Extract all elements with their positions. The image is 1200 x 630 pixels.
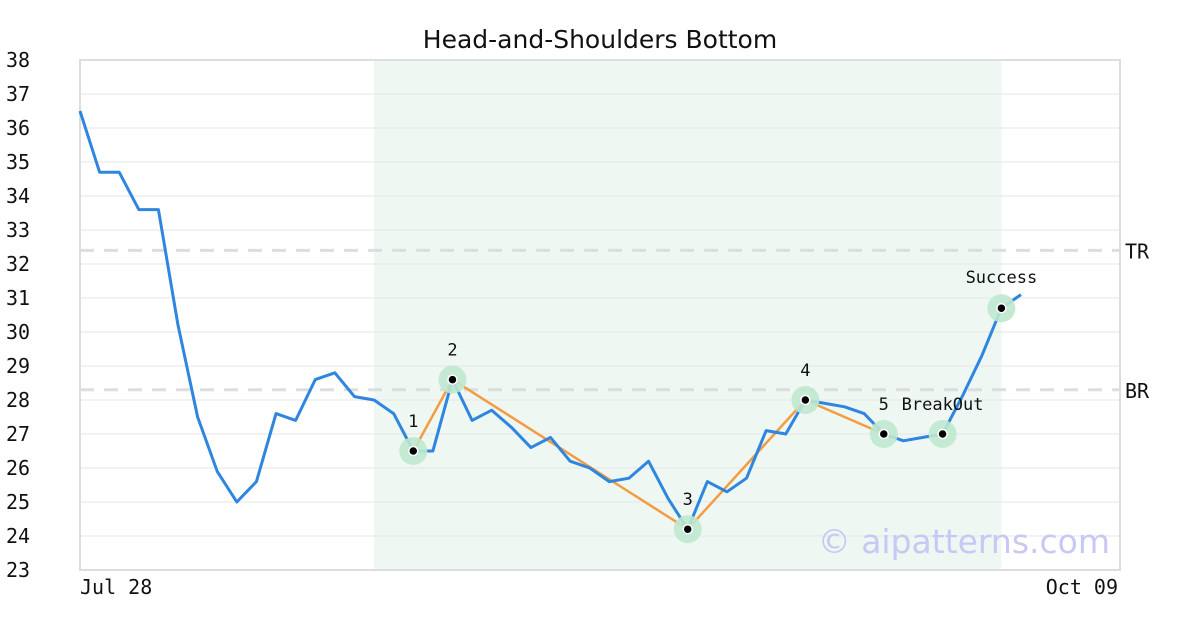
y-tick-label: 26 bbox=[6, 456, 30, 480]
y-tick-label: 29 bbox=[6, 354, 30, 378]
pattern-region bbox=[374, 60, 1002, 570]
breakout-label: BreakOut bbox=[902, 395, 984, 415]
y-tick-label: 38 bbox=[6, 48, 30, 72]
x-tick-label-start: Jul 28 bbox=[80, 575, 152, 599]
breakout-point-dot bbox=[937, 428, 948, 440]
levels-group: TR BR bbox=[80, 239, 1150, 403]
pattern-point-dot bbox=[408, 445, 419, 457]
x-tick-label-end: Oct 09 bbox=[1046, 575, 1118, 599]
y-tick-label: 30 bbox=[6, 320, 30, 344]
chart-title: Head-and-Shoulders Bottom bbox=[423, 25, 777, 54]
pattern-markers: 1 2 3 4 5 BreakOut Success bbox=[399, 268, 1038, 544]
y-tick-label: 28 bbox=[6, 388, 30, 412]
y-tick-label: 23 bbox=[6, 558, 30, 582]
pattern-point-label: 1 bbox=[408, 412, 418, 432]
y-tick-label: 33 bbox=[6, 218, 30, 242]
y-tick-label: 31 bbox=[6, 286, 30, 310]
watermark: © aipatterns.com bbox=[818, 522, 1110, 561]
pattern-point-dot bbox=[878, 428, 890, 440]
level-label: BR bbox=[1125, 379, 1150, 403]
y-tick-label: 24 bbox=[6, 524, 30, 548]
plot-frame bbox=[79, 59, 1121, 571]
pattern-point-dot bbox=[447, 374, 458, 385]
y-tick-label: 27 bbox=[6, 422, 30, 446]
y-tick-label: 25 bbox=[6, 490, 30, 514]
pattern-point-label: 2 bbox=[447, 341, 457, 361]
y-axis-ticks: 23 24 25 26 27 28 29 30 31 32 33 34 35 36 37 38 bbox=[6, 48, 30, 582]
y-tick-label: 35 bbox=[6, 150, 30, 174]
pattern-point-label: 5 bbox=[879, 395, 889, 415]
pattern-point-dot bbox=[682, 523, 693, 535]
pattern-point-label: 3 bbox=[683, 490, 693, 510]
y-tick-label: 37 bbox=[6, 82, 30, 106]
y-tick-label: 32 bbox=[6, 252, 30, 276]
pattern-point-dot bbox=[800, 394, 811, 406]
success-point-dot bbox=[996, 302, 1007, 314]
y-tick-label: 34 bbox=[6, 184, 30, 208]
y-tick-label: 36 bbox=[6, 116, 30, 140]
price-line bbox=[78, 110, 1022, 531]
success-label: Success bbox=[966, 268, 1038, 288]
pattern-point-label: 4 bbox=[800, 361, 810, 381]
level-label: TR bbox=[1125, 239, 1150, 263]
gridlines bbox=[80, 59, 1120, 571]
